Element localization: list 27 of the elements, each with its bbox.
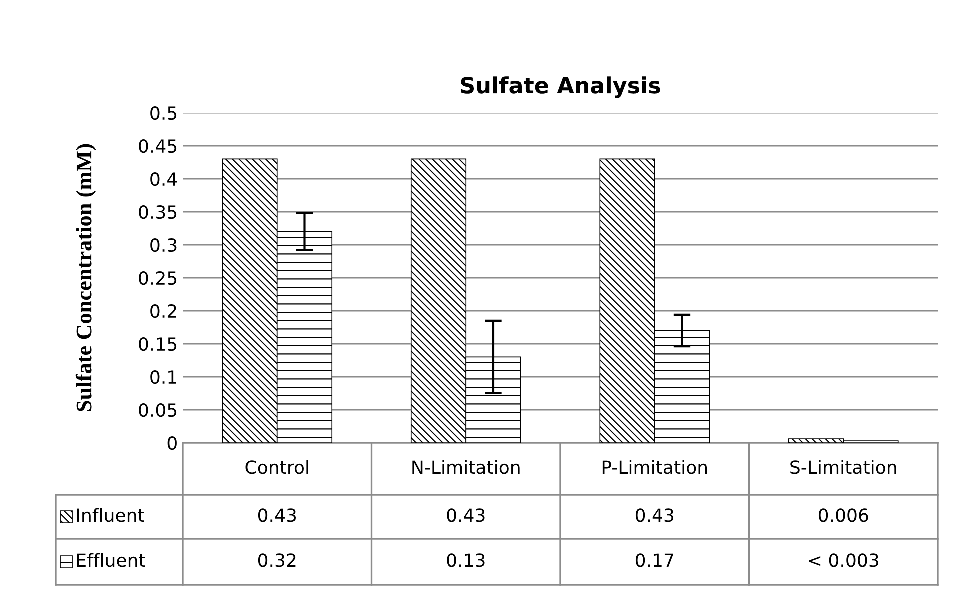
y-tick-label: 0 [168,436,177,450]
x-tick-label: N-Limitation [412,460,520,474]
data-label: 0.43 [636,508,674,522]
data-label: 0.32 [258,554,296,568]
y-tick-label: 0.5 [150,106,177,120]
x-tick-label: P-Limitation [602,460,708,474]
y-tick-label: 0.3 [150,238,177,252]
y-tick-label: 0.25 [139,271,177,286]
y-axis-title: Sulfate Concentration (mM) [76,144,96,412]
data-label: 0.43 [447,508,485,522]
x-tick-label: Control [246,460,308,474]
y-tick-label: 0.4 [150,172,178,186]
chart-title: Sulfate Analysis [461,76,660,98]
data-label: 0.17 [636,554,674,568]
data-label: 0.13 [447,554,485,568]
legend-label: Influent [77,508,144,522]
y-tick-label: 0.45 [139,139,177,154]
y-tick-label: 0.05 [139,403,177,418]
legend-label: Effluent [77,553,146,568]
y-tick-label: 0.15 [139,337,177,352]
y-tick-label: 0.2 [150,304,176,318]
data-label: < 0.003 [809,554,878,568]
x-tick-label: S-Limitation [790,460,896,474]
y-tick-label: 0.1 [150,370,176,384]
data-label: 0.006 [818,508,868,522]
data-label: 0.43 [258,508,296,522]
y-tick-label: 0.35 [139,205,177,220]
